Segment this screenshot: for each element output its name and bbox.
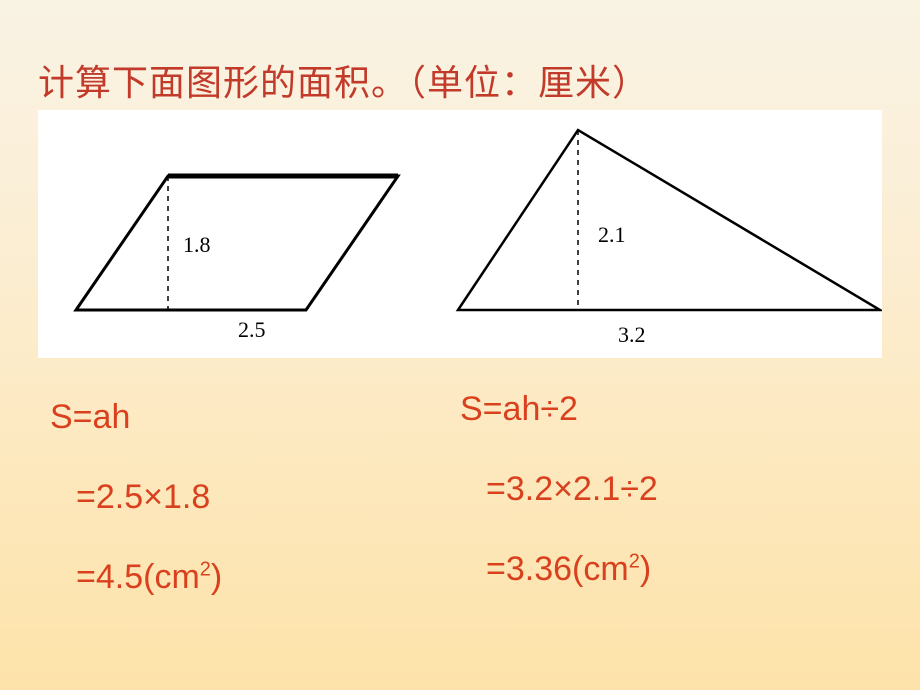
calc-left-line3-pre: =4.5(cm [76,558,200,596]
triangle-height-label: 2.1 [598,222,626,248]
calc-left-line3-sup: 2 [200,559,211,581]
calc-right-line3: =3.36(cm2) [486,550,651,589]
calc-right-line1: S=ah÷2 [460,390,578,429]
calc-right-line3-post: ) [640,550,651,588]
shapes-svg [38,110,882,358]
parallelogram-shape [76,176,398,310]
calc-right-line2: =3.2×2.1÷2 [486,470,658,509]
calc-left-line2: =2.5×1.8 [76,478,210,517]
triangle-shape [458,130,880,310]
parallelogram-base-label: 2.5 [238,317,266,343]
calc-right-line3-sup: 2 [629,551,640,573]
parallelogram-height-label: 1.8 [183,232,211,258]
triangle-base-label: 3.2 [618,322,646,348]
calc-right-line3-pre: =3.36(cm [486,550,629,588]
calc-left-line3-post: ) [211,558,222,596]
calc-left-line1: S=ah [50,398,130,437]
figures-panel: 1.8 2.5 2.1 3.2 [38,110,882,358]
page-title: 计算下面图形的面积。（单位：厘米） [38,54,649,106]
calc-left-line3: =4.5(cm2) [76,558,222,597]
